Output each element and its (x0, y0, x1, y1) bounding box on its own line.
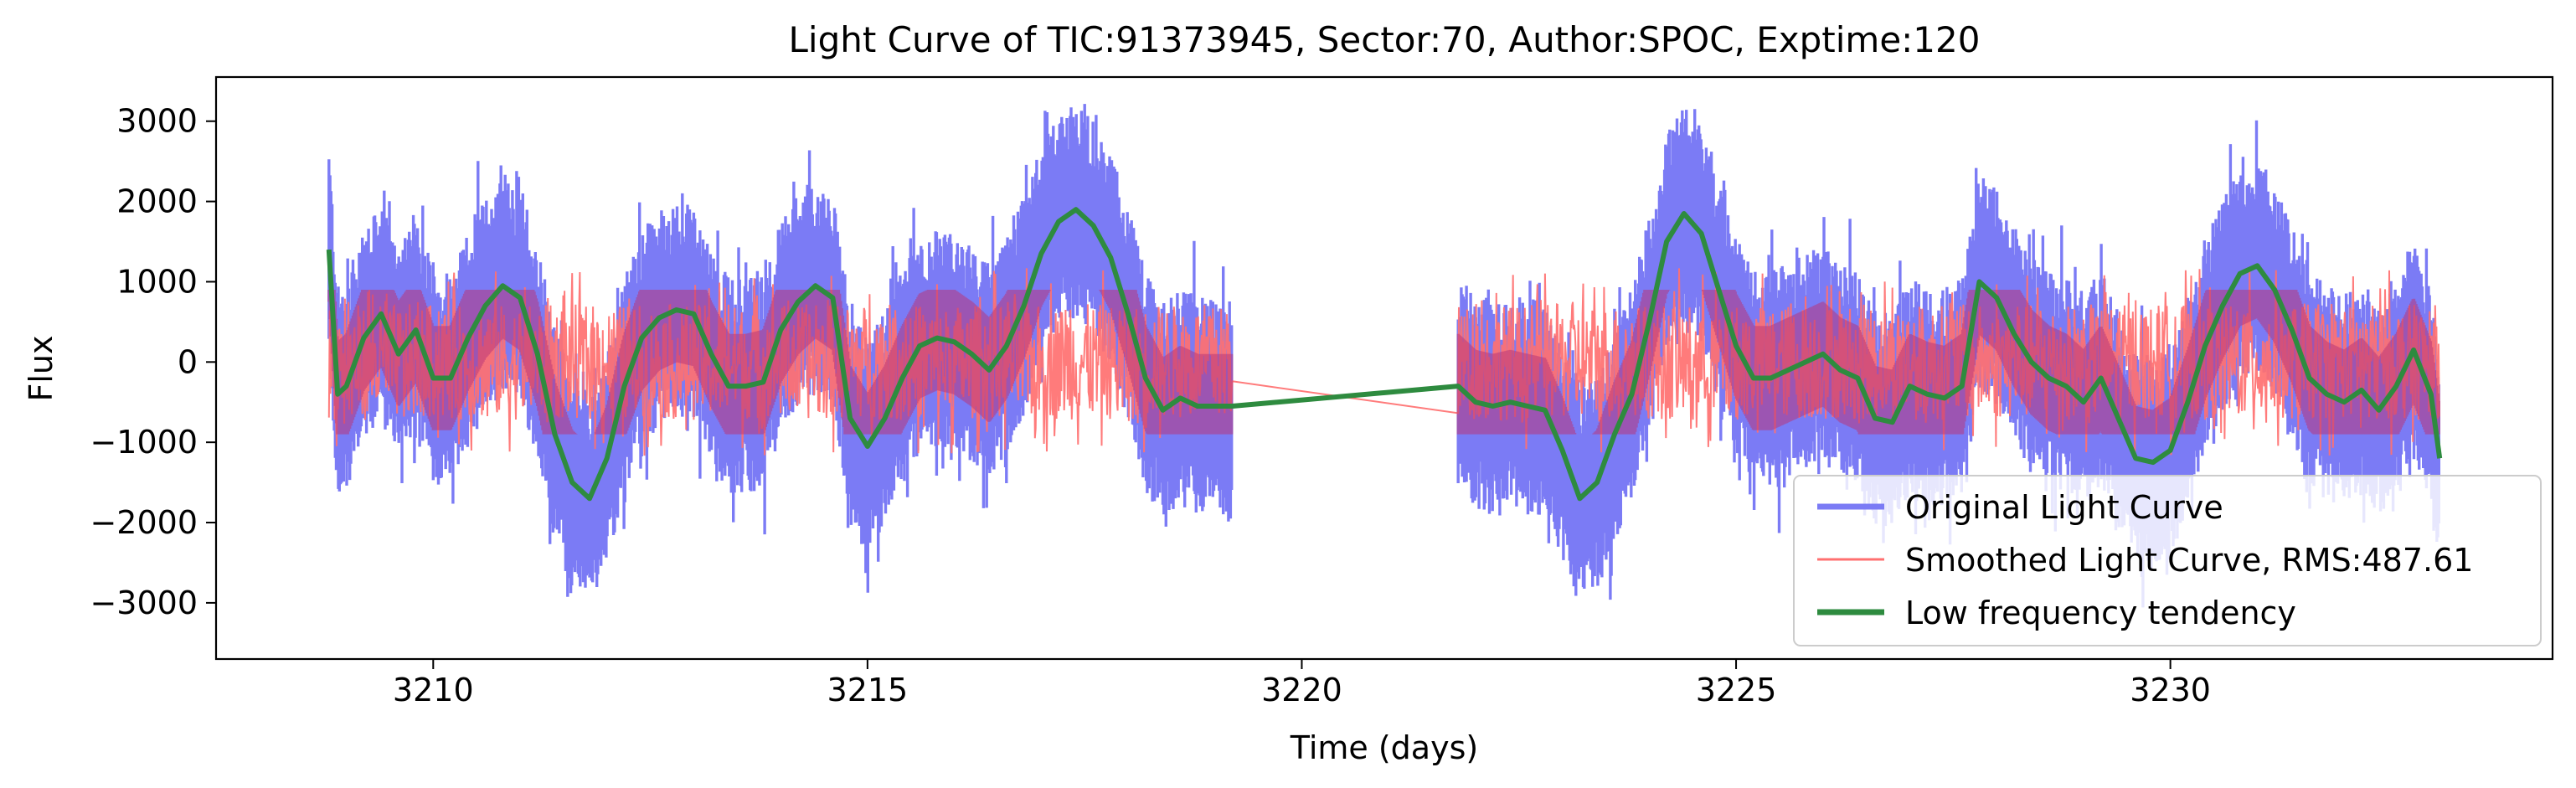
y-tick-label: −1000 (90, 424, 198, 461)
y-tick-label: −2000 (90, 504, 198, 541)
x-tick-label: 3225 (1696, 672, 1777, 708)
y-axis-label: Flux (23, 336, 59, 402)
legend-box (1793, 475, 2542, 646)
y-tick-label: 0 (178, 343, 198, 380)
x-axis-label: Time (days) (1290, 729, 1478, 766)
x-tick-label: 3230 (2130, 672, 2211, 708)
x-tick-label: 3210 (393, 672, 474, 708)
x-tick-label: 3220 (1261, 672, 1342, 708)
legend-label-tendency: Low frequency tendency (1905, 595, 2296, 631)
legend-label-smoothed: Smoothed Light Curve, RMS:487.61 (1905, 542, 2473, 579)
axis-ticks: 3210 3215 3220 3225 3230 3000 2000 1000 0 −1000 −2… (90, 103, 2211, 708)
plot-area (326, 104, 2443, 608)
plot-frame (214, 75, 2554, 661)
smoothed-curve (327, 268, 2440, 456)
tendency-curve (326, 207, 2443, 502)
x-tick-label: 3215 (827, 672, 909, 708)
y-tick-label: −3000 (90, 585, 198, 621)
y-tick-label: 1000 (116, 263, 198, 300)
legend-label-original: Original Light Curve (1905, 489, 2223, 526)
y-tick-label: 3000 (116, 103, 198, 140)
chart-title: Light Curve of TIC:91373945, Sector:70, … (789, 19, 1981, 60)
y-tick-label: 2000 (116, 183, 198, 220)
legend: Original Light Curve Smoothed Light Curv… (1793, 475, 2542, 646)
